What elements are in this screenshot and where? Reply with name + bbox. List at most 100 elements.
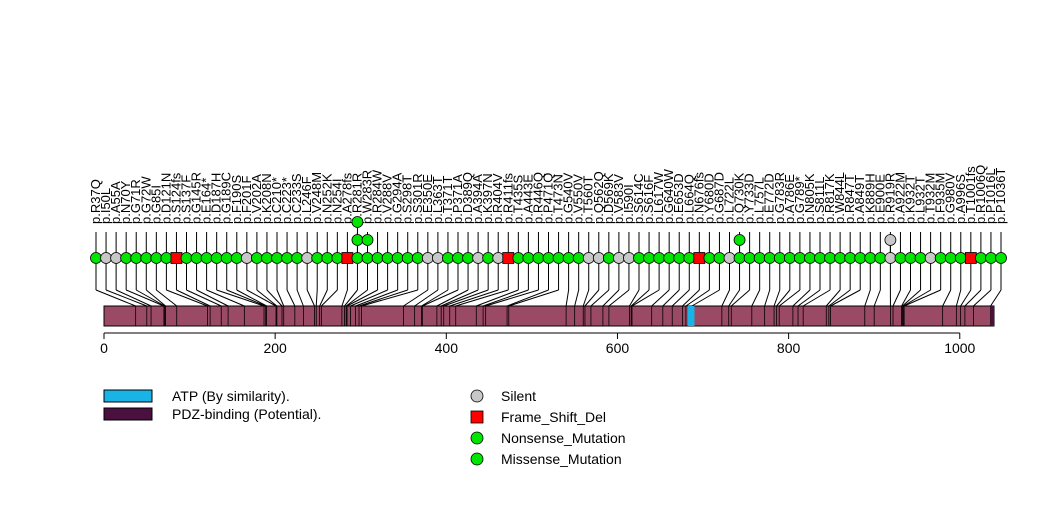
mutation-marker-missense xyxy=(351,216,364,228)
mutation-connector xyxy=(344,289,358,307)
mutation-label: p.N70Y xyxy=(118,180,133,224)
mutation-connector xyxy=(960,289,972,307)
mutation-connector xyxy=(691,289,720,307)
mutation-label: p.Y733D xyxy=(742,173,757,224)
mutation-label: p.F935M xyxy=(933,173,948,224)
mutation-marker-missense xyxy=(532,252,545,264)
mutation-connector xyxy=(361,289,418,307)
legend-marker-circle xyxy=(470,431,484,445)
mutation-marker-missense xyxy=(522,252,535,264)
mutation-marker-missense xyxy=(995,252,1007,264)
mutation-connector xyxy=(828,289,851,307)
mutation-marker-missense xyxy=(140,252,153,264)
mutation-marker-missense xyxy=(944,252,957,264)
mutation-connector xyxy=(773,289,781,307)
mutation-label: p.S616F xyxy=(641,175,656,224)
mutation-marker-silent xyxy=(723,252,736,264)
mutation-connector xyxy=(892,289,901,307)
mutation-marker-missense xyxy=(482,252,495,264)
mutation-connector xyxy=(574,289,580,307)
mutation-label: p.I50L xyxy=(98,188,113,224)
mutation-connector xyxy=(436,289,469,307)
mutation-marker-silent xyxy=(472,252,485,264)
mutation-connector xyxy=(455,289,509,307)
mutation-label: p.L932T xyxy=(913,176,928,224)
mutation-label: p.R404V xyxy=(490,173,505,224)
mutation-connector xyxy=(319,289,328,307)
mutation-connector xyxy=(630,289,650,307)
mutation-label: p.V202A xyxy=(249,174,264,224)
mutation-marker-silent xyxy=(582,252,595,264)
legend-domain-swatch xyxy=(103,389,153,403)
mutation-label: p.G980V xyxy=(943,172,958,224)
mutation-marker-missense xyxy=(733,234,746,246)
mutation-marker-frameshift xyxy=(170,252,183,264)
mutation-connector xyxy=(315,289,318,307)
mutation-marker-missense xyxy=(633,252,645,264)
mutation-label: p.G783R xyxy=(772,172,787,224)
mutation-connector xyxy=(236,289,267,307)
mutation-connector xyxy=(345,289,368,307)
mutation-connector xyxy=(901,289,911,307)
mutation-connector xyxy=(682,289,700,307)
mutation-connector xyxy=(145,289,166,307)
mutation-label: p.E653D xyxy=(671,173,686,224)
mutation-marker-missense xyxy=(90,252,102,264)
mutation-stems xyxy=(95,222,1002,307)
mutation-marker-frameshift xyxy=(341,252,354,264)
mutation-label: p.E350E xyxy=(420,174,435,224)
mutation-marker-silent xyxy=(301,252,314,264)
mutation-connector xyxy=(358,289,408,307)
mutation-marker-missense xyxy=(361,234,374,246)
mutation-label: p.R37Q xyxy=(88,179,103,224)
mutation-connector xyxy=(830,289,861,307)
legend-mutation-label: Nonsense_Mutation xyxy=(501,430,626,446)
mutation-connector xyxy=(776,289,791,307)
mutation-label: p.A394A xyxy=(470,174,485,224)
mutation-connector xyxy=(721,289,730,307)
mutation-marker-missense xyxy=(512,252,525,264)
mutation-connector xyxy=(105,289,147,307)
mutation-connector xyxy=(355,289,398,307)
mutation-connector xyxy=(156,289,178,307)
mutation-label: p.G145R xyxy=(189,172,204,224)
mutation-connector xyxy=(482,289,529,307)
mutation-marker-missense xyxy=(683,252,696,264)
legend-domain-label: PDZ-binding (Potential). xyxy=(172,406,321,422)
mutation-label: p.L757L xyxy=(752,177,767,224)
mutation-connector xyxy=(864,289,871,307)
mutation-marker-missense xyxy=(381,252,394,264)
mutation-label: p.V248M xyxy=(309,172,324,224)
mutation-label: p.T932M xyxy=(923,173,938,224)
mutation-marker-missense xyxy=(934,252,947,264)
mutation-marker-silent xyxy=(240,252,253,264)
mutation-connector xyxy=(873,289,881,307)
mutation-connector xyxy=(346,289,378,307)
mutation-label: p.C210* xyxy=(269,177,284,224)
mutation-label: p.D187H xyxy=(209,173,224,224)
mutation-connector xyxy=(903,289,931,307)
mutation-label: p.A443E xyxy=(520,174,535,224)
mutation-marker-missense xyxy=(663,252,676,264)
mutation-connector xyxy=(414,289,439,307)
mutation-label: p.L617W xyxy=(651,171,666,224)
mutation-marker-missense xyxy=(271,252,283,264)
mutation-label: p.K397N xyxy=(480,173,495,224)
mutation-connector xyxy=(256,289,278,307)
mutation-label: p.K208N xyxy=(259,173,274,224)
mutation-marker-missense xyxy=(743,252,756,264)
mutation-marker-missense xyxy=(854,252,867,264)
mutation-label: p.S124fs xyxy=(168,172,183,224)
mutation-connector xyxy=(728,289,740,307)
mutation-label: p.Q562Q xyxy=(591,171,606,224)
mutation-label: p.R284W xyxy=(370,169,385,224)
mutation-label: p.E772D xyxy=(762,173,777,224)
mutation-label: p.R817K xyxy=(822,173,837,224)
mutation-marker-missense xyxy=(793,252,806,264)
mutation-marker-frameshift xyxy=(693,252,706,264)
mutation-label: p.W283R xyxy=(360,170,375,224)
mutation-connector xyxy=(286,289,296,307)
mutation-label: p.G640W xyxy=(661,168,676,224)
mutation-label: p.G189C xyxy=(219,172,234,224)
mutation-label: p.A55A xyxy=(108,181,123,224)
